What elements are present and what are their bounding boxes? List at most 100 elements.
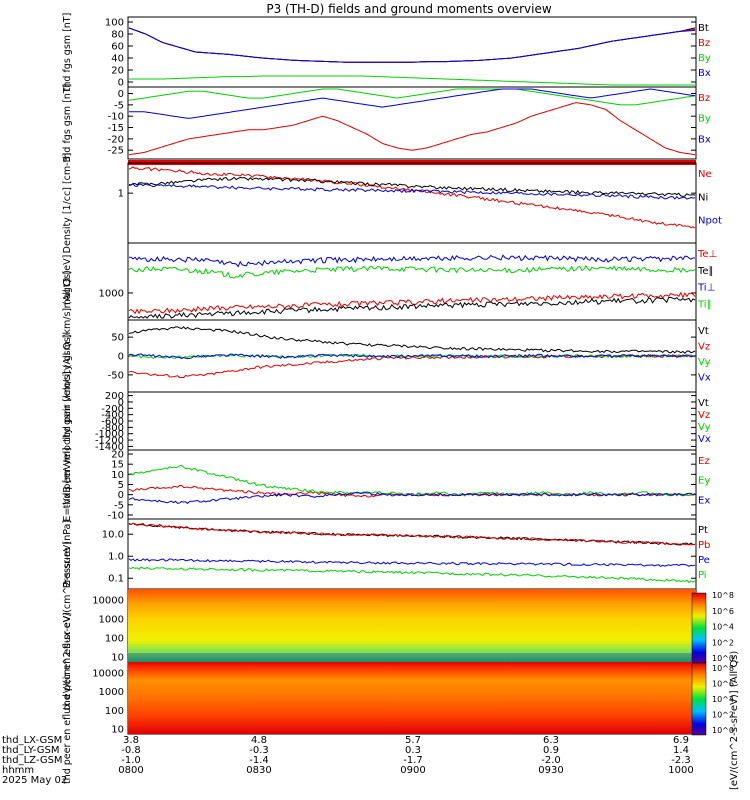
ephem-value: -1.0 [121, 755, 141, 766]
legend-ni: Ni [698, 192, 708, 203]
series-line-ni [128, 176, 696, 197]
colorbar-tick: 10^4 [712, 695, 734, 704]
legend-ti-: Ti⊥ [697, 283, 715, 294]
ephem-value: -2.0 [541, 755, 561, 766]
ytick-label: 0 [118, 78, 124, 89]
ylabel: E=-VxB [mV/m] [62, 447, 73, 521]
legend-vx: Vx [698, 434, 711, 445]
series-line-bx [128, 27, 696, 63]
series-line-by [129, 75, 695, 86]
colorbar-tick: 10^4 [712, 623, 734, 632]
legend-bz: Bz [698, 93, 710, 104]
ytick-label: -400 [101, 410, 124, 421]
colorbar-tick: 10^8 [712, 591, 734, 600]
series-line-ti- [128, 265, 696, 279]
colorbar-ion [691, 592, 707, 664]
ytick-label: 100 [105, 634, 124, 645]
series-line-by [128, 88, 696, 106]
ytick-label: 1.0 [108, 552, 124, 563]
ephem-value: -0.8 [121, 745, 141, 756]
ylabel: thd fgs gsm [nT] [62, 84, 73, 163]
ephem-label-ly: thd_LY-GSM [2, 745, 59, 756]
ylabel: Density [1/cc] [cm-3] [62, 153, 73, 254]
panel-frame [127, 16, 697, 88]
ytick-label: -800 [101, 423, 124, 434]
ytick-label: 0 [118, 352, 124, 363]
series-line-bt [128, 27, 696, 63]
series-line-vz [128, 354, 696, 379]
ytick-label: -5 [114, 100, 124, 111]
heatmap-ion [128, 589, 696, 662]
ephem-label-lx: thd_LX-GSM [2, 735, 62, 746]
series-line-vx [128, 353, 696, 360]
ytick-label: -20 [108, 134, 124, 145]
ytick-label: -10 [108, 510, 124, 521]
ephem-value: 4.8 [251, 735, 267, 746]
ytick-label: -10 [108, 112, 124, 123]
legend-ex: Ex [698, 495, 710, 506]
ytick-label: 80 [111, 30, 124, 41]
legend-npot: Npot [698, 216, 722, 227]
legend-vt: Vt [698, 398, 709, 409]
ytick-label: 1000 [99, 687, 124, 698]
ephem-value: -1.7 [403, 755, 423, 766]
legend-vx: Vx [698, 373, 711, 384]
series-line-bz [128, 27, 696, 63]
heatmap-electron [128, 662, 696, 734]
legend-ti-: Ti∥ [697, 299, 712, 310]
ylabel: thd fgs gsm [nT] [62, 13, 73, 92]
ytick-label: -1400 [95, 442, 124, 453]
ytick-label: -1000 [95, 429, 124, 440]
colorbar-tick: 10^2 [712, 638, 734, 647]
ytick-label: -200 [101, 404, 124, 415]
ephem-label-date: 2025 May 02 [2, 775, 67, 786]
ephem-value: 3.8 [123, 735, 139, 746]
ytick-label: 100 [105, 706, 124, 717]
legend-vz: Vz [698, 342, 710, 353]
legend-te-: Te⊥ [697, 249, 717, 260]
ytick-label: 50 [111, 333, 124, 344]
ytick-label: 10 [111, 653, 124, 664]
ytick-label: 100 [105, 18, 124, 29]
plot-title: P3 (TH-D) fields and ground moments over… [266, 2, 551, 16]
ephemeris-table: thd_LX-GSM thd_LY-GSM thd_LZ-GSM hhmm 20… [2, 735, 694, 786]
ephem-value: 0900 [400, 765, 425, 776]
colorbar-tick: 10^0 [712, 726, 734, 735]
legend-by: By [698, 53, 711, 64]
ytick-label: -600 [101, 417, 124, 428]
series-line-pb [128, 522, 696, 546]
ephem-value: -2.3 [671, 755, 691, 766]
series-line-bz [128, 102, 696, 156]
ephem-value: 0930 [538, 765, 563, 776]
ephem-label-lz: thd_LZ-GSM [2, 755, 63, 766]
colorbar-tick: 10^8 [712, 664, 734, 673]
ephem-value: 5.7 [405, 735, 421, 746]
series-line-te- [128, 296, 696, 320]
colorbar-electron [691, 662, 707, 736]
ytick-label: -15 [108, 123, 124, 134]
ytick-label: 15 [111, 460, 124, 471]
ylabel: thd peir en eflux eV/(cm^2-s-sr-eV) [62, 541, 73, 710]
panel-frame [127, 449, 697, 520]
ephem-value: -1.4 [249, 755, 269, 766]
panel-4: 1000 magt3 [eV] Te⊥ Te∥ Ti⊥ Ti∥ [62, 242, 717, 321]
ytick-label: 60 [111, 42, 124, 53]
ytick-label: -50 [108, 370, 124, 381]
legend-bt: Bt [698, 23, 709, 34]
series-line-ti- [128, 254, 695, 268]
ephem-value: 6.9 [673, 735, 689, 746]
legend-vy: Vy [698, 357, 711, 368]
ylabel: thd peer velocity gsm [km/s] (All Qs) [62, 334, 73, 509]
legend-bx: Bx [698, 134, 711, 145]
series-line-vt [128, 326, 696, 355]
ytick-label: 20 [111, 450, 124, 461]
legend-vz: Vz [698, 410, 710, 421]
panel-8: 10.0 1.0 0.1 Pressure [nPa] Pt Pb Pe Pi [62, 518, 710, 590]
ytick-label: -25 [108, 146, 124, 157]
ytick-label: 10 [111, 470, 124, 481]
ephem-value: 0.9 [543, 745, 559, 756]
